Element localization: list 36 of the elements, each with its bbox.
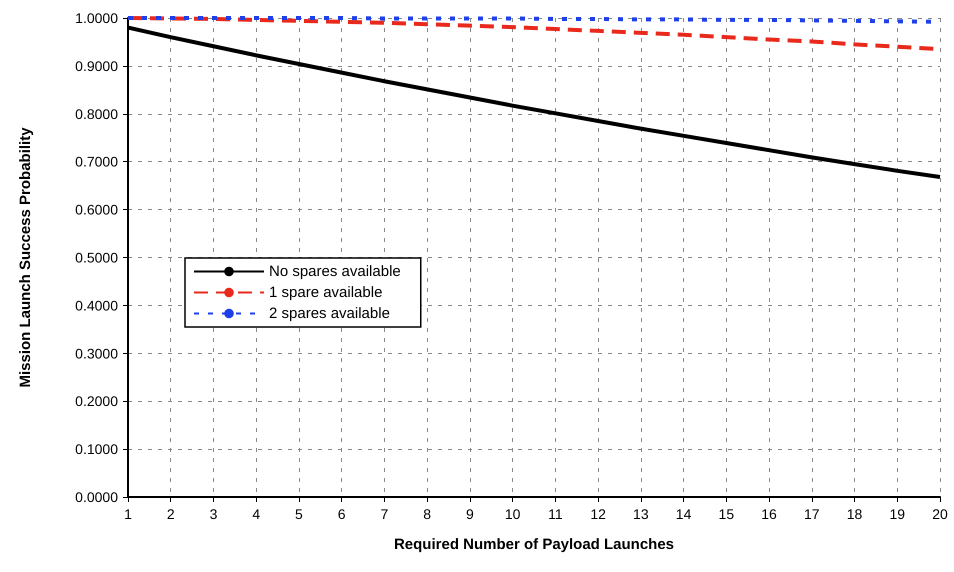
y-tick-label: 0.3000 (75, 345, 118, 362)
y-axis-title: Mission Launch Success Probability (17, 126, 34, 388)
y-tick-label: 0.7000 (75, 154, 118, 170)
x-tick-label: 11 (548, 506, 563, 522)
x-tick-label: 6 (338, 506, 346, 522)
x-tick-label: 9 (466, 506, 474, 522)
y-tick-label: 0.8000 (75, 106, 118, 122)
x-tick-label: 3 (210, 506, 218, 522)
x-tick-label: 7 (380, 506, 389, 522)
x-tick-label: 15 (718, 506, 734, 522)
x-axis-title: Required Number of Payload Launches (394, 536, 674, 553)
x-tick-label: 4 (252, 506, 260, 522)
x-tick-label: 2 (166, 506, 175, 522)
y-tick-label: 0.5000 (75, 250, 118, 266)
x-tick-label: 12 (590, 506, 606, 522)
x-tick-label: 18 (846, 506, 863, 522)
x-tick-label: 17 (804, 506, 820, 522)
y-tick-label: 0.2000 (75, 393, 118, 410)
x-tick-label: 1 (124, 506, 132, 522)
y-tick-label: 0.9000 (75, 58, 118, 74)
legend-label: 1 spare available (269, 284, 382, 301)
x-tick-label: 19 (889, 506, 906, 522)
x-tick-label: 14 (676, 506, 692, 522)
y-tick-label: 0.1000 (75, 441, 118, 458)
x-tick-label: 5 (295, 506, 304, 522)
y-tick-label: 0.6000 (75, 202, 118, 218)
y-tick-label: 0.4000 (75, 297, 118, 314)
y-tick-label: 1.0000 (75, 10, 118, 26)
y-tick-label: 0.0000 (75, 489, 118, 505)
legend-label: No spares available (269, 263, 401, 280)
x-tick-label: 16 (761, 506, 778, 522)
legend-label: 2 spares available (269, 305, 390, 322)
x-tick-label: 13 (633, 506, 649, 522)
x-tick-label: 10 (504, 506, 521, 522)
x-tick-label: 8 (423, 506, 432, 522)
x-tick-label: 20 (932, 506, 948, 522)
